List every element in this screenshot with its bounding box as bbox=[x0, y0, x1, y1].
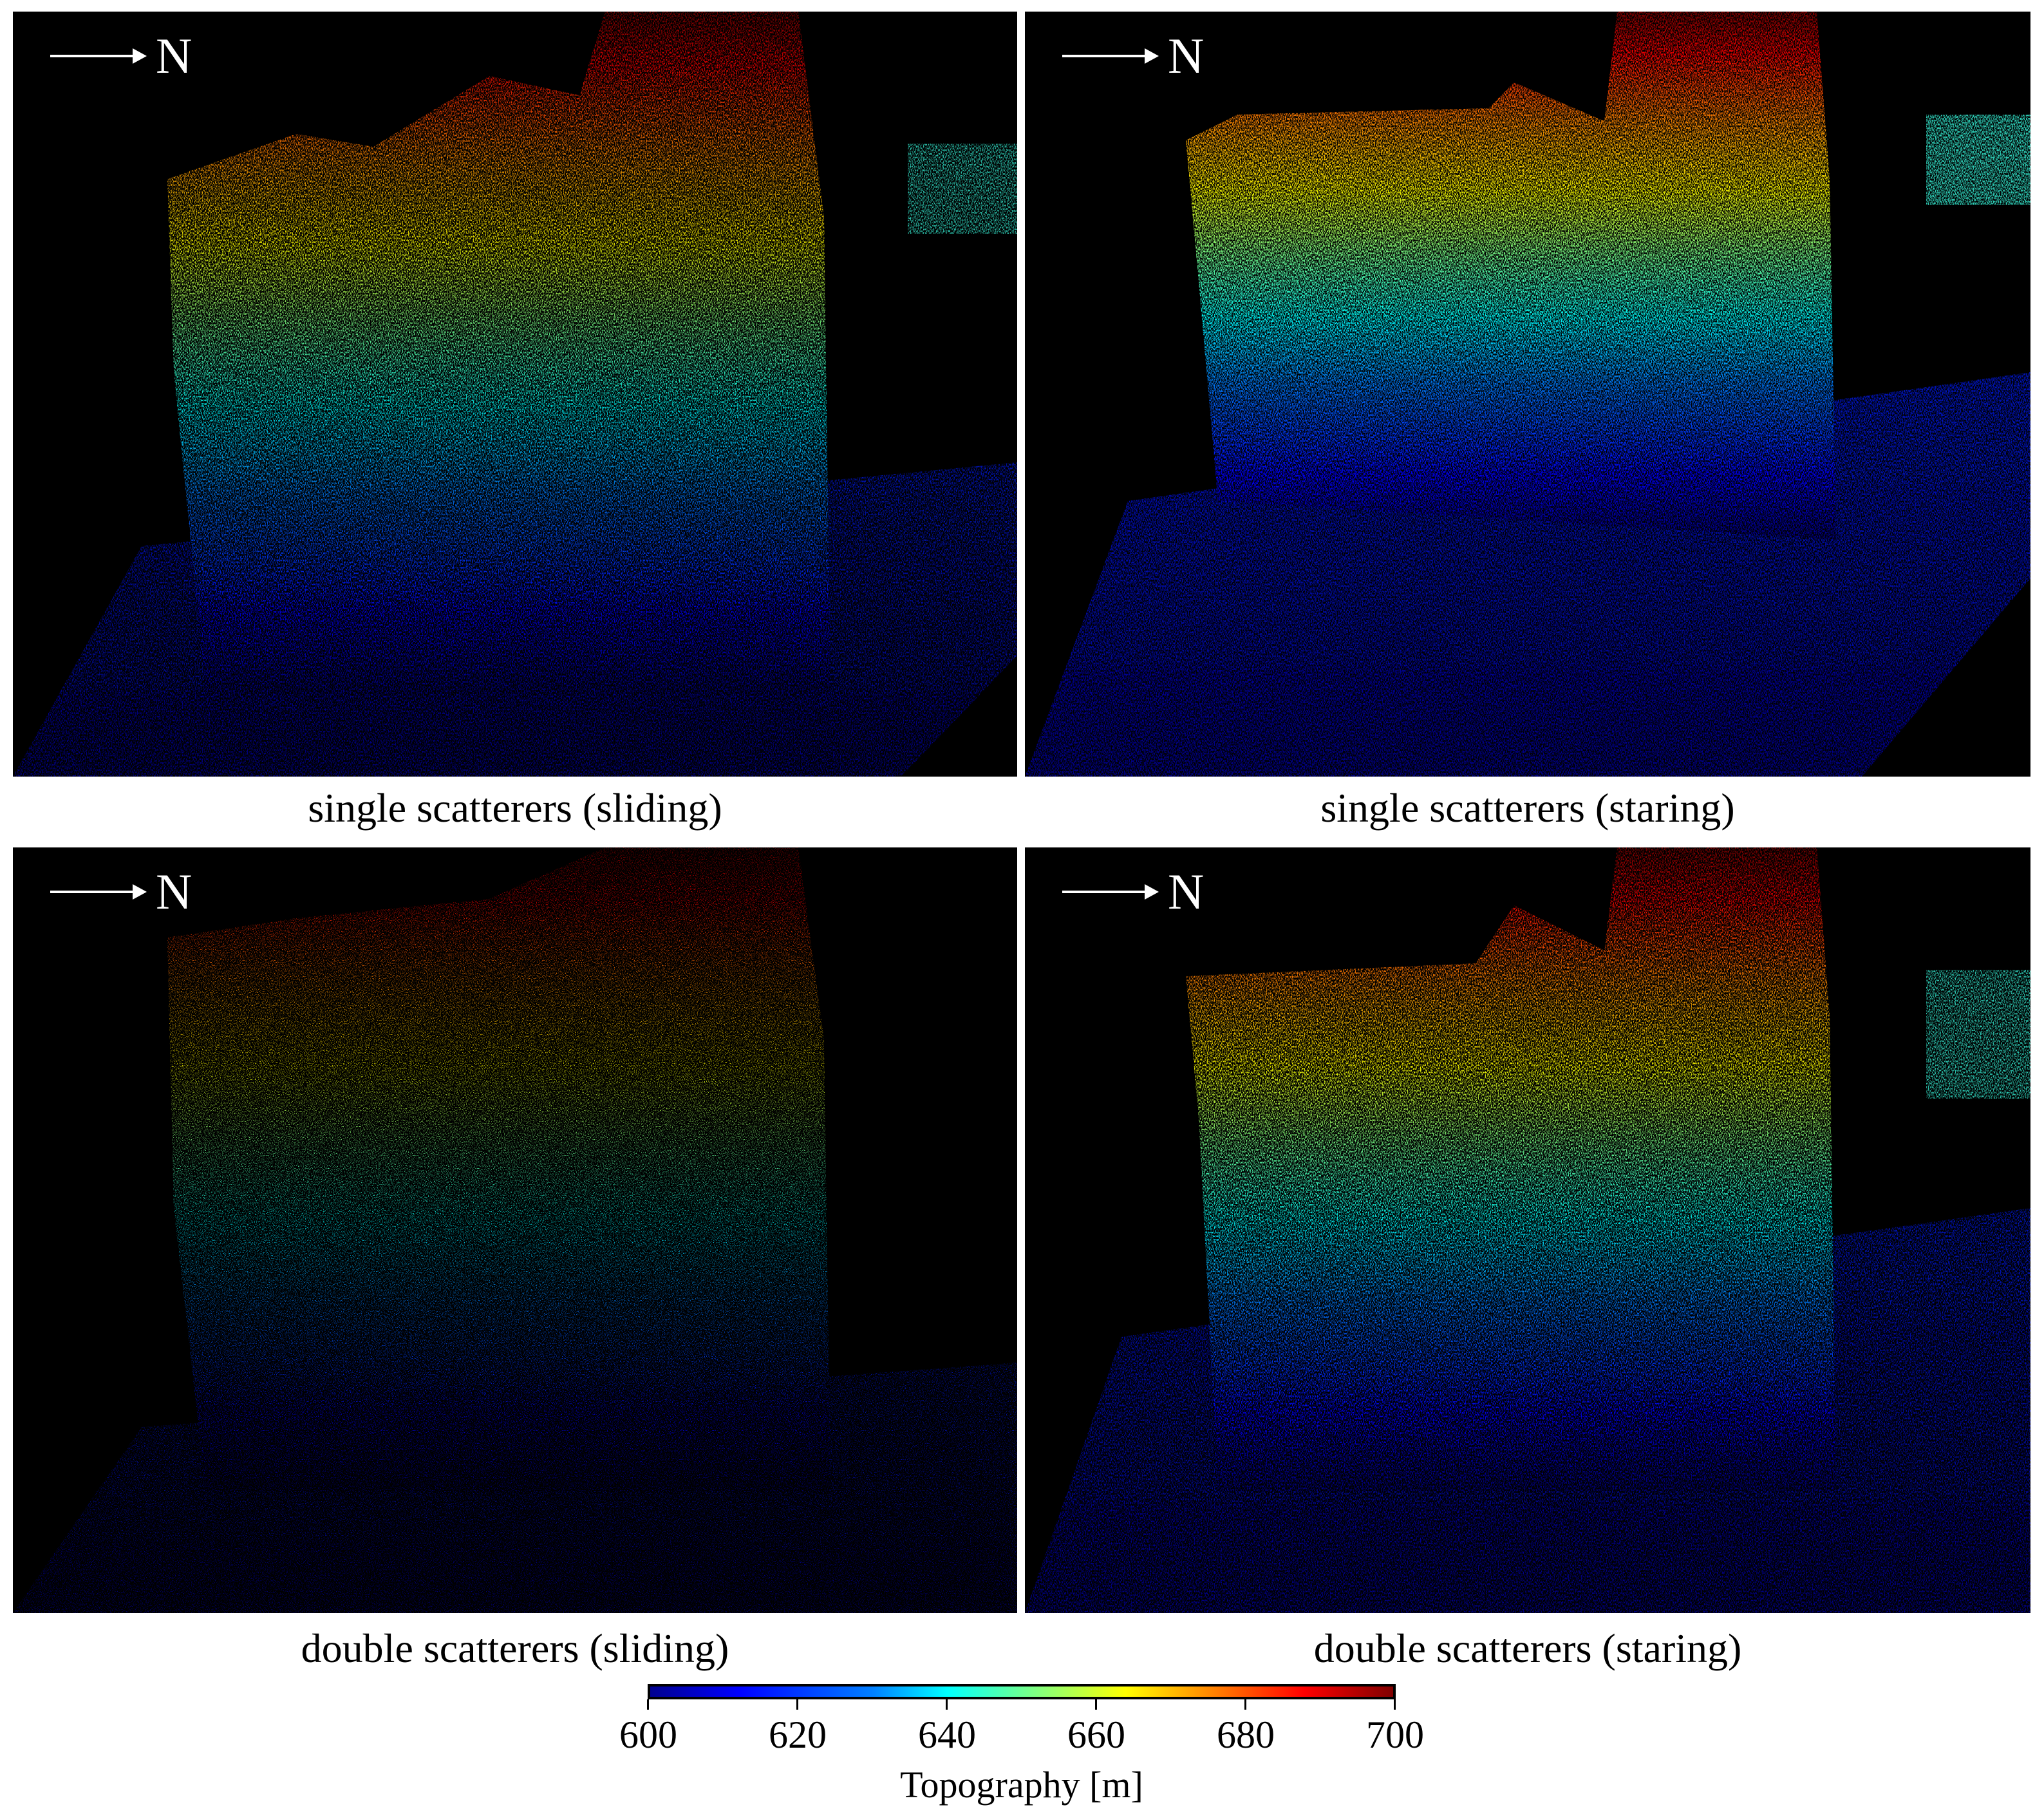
caption-double-sliding: double scatterers (sliding) bbox=[301, 1625, 729, 1671]
colorbar-tick-label: 640 bbox=[918, 1714, 976, 1756]
arrow-right-icon bbox=[1062, 48, 1159, 64]
panel-single-sliding: N bbox=[13, 12, 1017, 777]
colorbar-tick bbox=[1244, 1699, 1246, 1710]
caption-double-staring: double scatterers (staring) bbox=[1313, 1625, 1742, 1671]
point-cloud-double-sliding bbox=[13, 847, 1017, 1613]
arrow-right-icon bbox=[50, 884, 147, 900]
colorbar bbox=[648, 1684, 1396, 1699]
north-label: N bbox=[156, 864, 192, 920]
panel-double-staring: N bbox=[1025, 847, 2030, 1613]
colorbar-tick-label: 620 bbox=[769, 1714, 827, 1756]
colorbar-title: Topography [m] bbox=[900, 1764, 1143, 1806]
panel-double-sliding: N bbox=[13, 847, 1017, 1613]
point-cloud-single-staring bbox=[1025, 12, 2030, 777]
colorbar-tick bbox=[946, 1699, 948, 1710]
panel-single-staring: N bbox=[1025, 12, 2030, 777]
arrow-right-icon bbox=[50, 48, 147, 64]
colorbar-tick-label: 660 bbox=[1067, 1714, 1125, 1756]
point-cloud-single-sliding bbox=[13, 12, 1017, 777]
colorbar-tick bbox=[1095, 1699, 1097, 1710]
north-arrow: N bbox=[50, 31, 192, 81]
north-arrow: N bbox=[50, 867, 192, 917]
colorbar-tick-label: 600 bbox=[619, 1714, 677, 1756]
colorbar-gradient bbox=[650, 1686, 1393, 1697]
colorbar-tick bbox=[1394, 1699, 1396, 1710]
colorbar-tick bbox=[647, 1699, 649, 1710]
colorbar-tick-label: 680 bbox=[1217, 1714, 1275, 1756]
point-cloud-double-staring bbox=[1025, 847, 2030, 1613]
north-arrow: N bbox=[1062, 31, 1204, 81]
arrow-right-icon bbox=[1062, 884, 1159, 900]
colorbar-tick-label: 700 bbox=[1366, 1714, 1424, 1756]
north-label: N bbox=[156, 28, 192, 84]
caption-single-staring: single scatterers (staring) bbox=[1320, 785, 1735, 831]
north-label: N bbox=[1168, 864, 1205, 920]
north-label: N bbox=[1168, 28, 1205, 84]
colorbar-tick bbox=[796, 1699, 798, 1710]
north-arrow: N bbox=[1062, 867, 1204, 917]
caption-single-sliding: single scatterers (sliding) bbox=[308, 785, 722, 831]
